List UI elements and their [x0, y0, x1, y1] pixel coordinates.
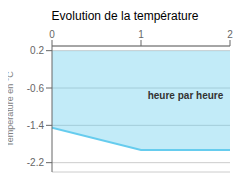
svg-text:-1.4: -1.4	[27, 120, 45, 131]
svg-text:0.2: 0.2	[30, 45, 44, 56]
svg-text:Température en °C: Température en °C	[8, 71, 15, 147]
svg-text:0: 0	[49, 29, 55, 40]
svg-text:-0.6: -0.6	[27, 83, 45, 94]
html-text:Evolution de la température: Evolution de la température	[51, 9, 199, 23]
svg-text:heure par heure: heure par heure	[148, 90, 224, 101]
svg-text:2: 2	[227, 29, 233, 40]
svg-text:1: 1	[138, 29, 144, 40]
svg-text:-2.2: -2.2	[27, 157, 45, 168]
